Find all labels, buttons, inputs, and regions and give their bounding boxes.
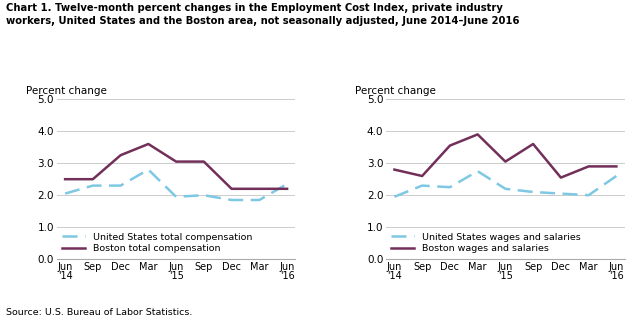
Text: Percent change: Percent change xyxy=(355,86,436,96)
Text: Chart 1. Twelve-month percent changes in the Employment Cost Index, private indu: Chart 1. Twelve-month percent changes in… xyxy=(6,3,520,26)
Legend: United States wages and salaries, Boston wages and salaries: United States wages and salaries, Boston… xyxy=(391,233,581,253)
Text: Source: U.S. Bureau of Labor Statistics.: Source: U.S. Bureau of Labor Statistics. xyxy=(6,308,192,317)
Legend: United States total compensation, Boston total compensation: United States total compensation, Boston… xyxy=(61,233,252,253)
Text: Percent change: Percent change xyxy=(26,86,107,96)
